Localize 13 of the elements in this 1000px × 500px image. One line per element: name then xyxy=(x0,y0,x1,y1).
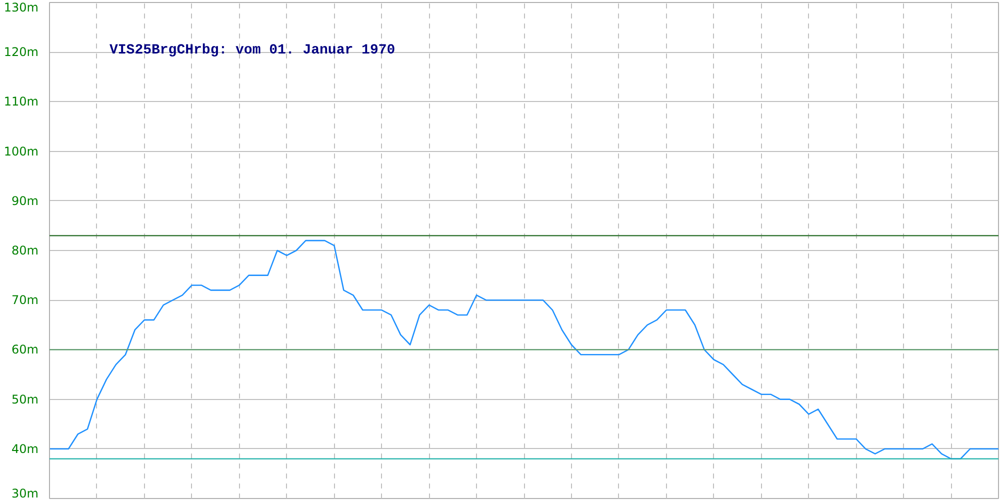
y-tick-label: 60m xyxy=(12,342,39,357)
line-series xyxy=(50,240,998,460)
y-tick-label: 130m xyxy=(4,0,38,14)
y-tick-label: 40m xyxy=(12,442,39,456)
y-tick-label: 90m xyxy=(12,194,39,208)
y-tick-label: 50m xyxy=(12,392,39,406)
y-tick-label: 30m xyxy=(12,486,39,500)
y-tick-label: 100m xyxy=(4,144,38,158)
y-tick-label: 120m xyxy=(4,45,38,60)
text: VIS25BrgCHrbg: vom 01. Januar 1970 xyxy=(110,42,396,58)
y-tick-label: 80m xyxy=(12,244,39,258)
y-tick-label: 110m xyxy=(4,94,38,109)
y-tick-label: 70m xyxy=(12,293,39,308)
